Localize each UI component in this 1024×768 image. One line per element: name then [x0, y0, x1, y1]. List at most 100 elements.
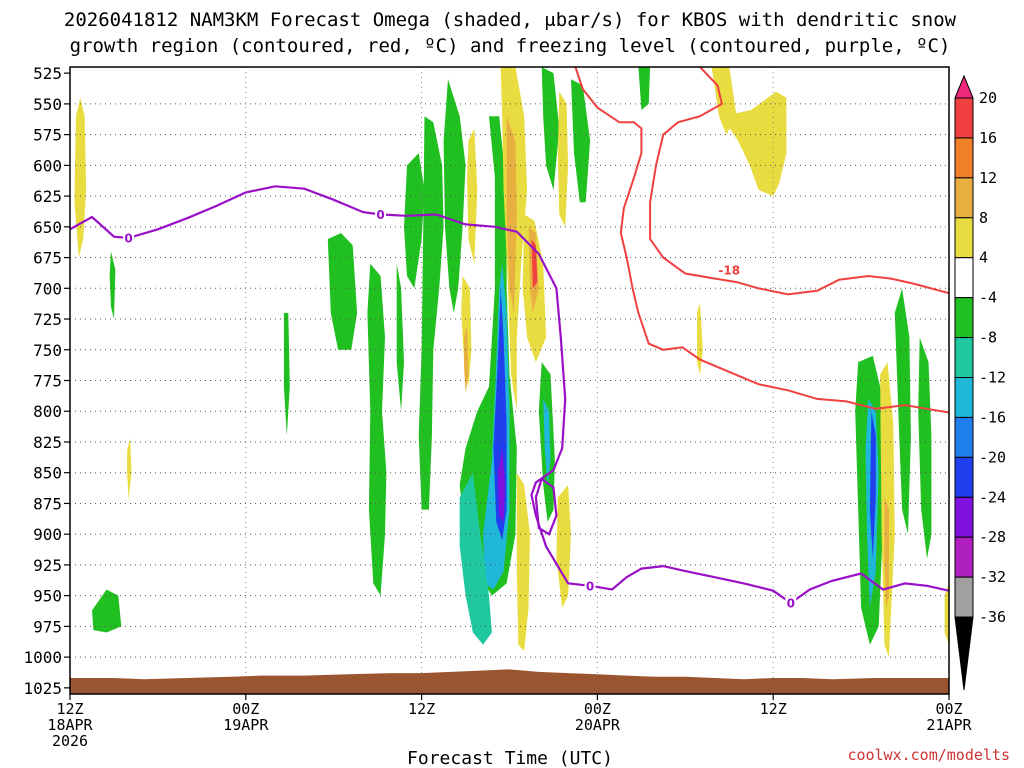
omega-region	[944, 583, 949, 645]
contour-label: -18	[718, 263, 740, 277]
omega-region	[464, 325, 469, 393]
colorbar-label: -12	[979, 369, 1006, 387]
colorbar-label: -24	[979, 488, 1006, 506]
y-tick-label: 800	[33, 402, 62, 421]
colorbar-swatch	[954, 217, 974, 259]
contour-label: 0	[376, 208, 384, 222]
colorbar-swatch	[954, 297, 974, 339]
colorbar-swatch	[954, 377, 974, 418]
y-tick-label: 550	[33, 95, 62, 114]
colorbar-label: 12	[979, 169, 997, 187]
colorbar-swatch	[954, 616, 974, 691]
omega-region	[283, 312, 290, 436]
colorbar-label: 4	[979, 249, 988, 267]
contour-label-bg	[123, 230, 135, 245]
freezing-level-loop	[534, 477, 558, 536]
omega-region	[396, 263, 404, 412]
contour-label: 0	[787, 597, 795, 611]
y-tick-label: 675	[33, 249, 62, 268]
y-tick-label: 525	[33, 64, 62, 83]
colorbar-label: -36	[979, 608, 1006, 626]
omega-region	[497, 448, 506, 522]
y-tick-label: 850	[33, 464, 62, 483]
colorbar-swatch	[954, 576, 974, 618]
x-tick-label: 00Z	[935, 700, 962, 718]
colorbar-label: -4	[979, 289, 997, 307]
colorbar-swatch	[954, 416, 974, 458]
omega-region	[541, 67, 560, 190]
x-tick-label: 18APR	[47, 716, 93, 734]
chart-title-line2: growth region (contoured, red, ºC) and f…	[70, 35, 951, 57]
omega-region	[557, 91, 569, 227]
omega-region	[92, 589, 122, 633]
x-tick-label: 12Z	[408, 700, 435, 718]
y-tick-label: 925	[33, 556, 62, 575]
colorbar-swatch	[954, 137, 974, 179]
contour-label-bg	[716, 262, 742, 277]
dgz-contour-upper	[574, 67, 949, 414]
omega-region	[467, 128, 478, 264]
x-axis-label: Forecast Time (UTC)	[407, 748, 613, 768]
dgz-contour-lower	[649, 67, 949, 296]
omega-region	[506, 116, 517, 313]
omega-region	[459, 472, 492, 645]
x-tick-label: 12Z	[56, 700, 83, 718]
colorbar-swatch	[954, 177, 974, 219]
colorbar-swatch	[954, 97, 974, 139]
contour-label: 0	[124, 231, 132, 245]
colorbar-label: -20	[979, 448, 1006, 466]
omega-region	[127, 438, 132, 500]
y-axis: 525 550 575 600 625 650 675 700 725 750 775 800 825 8…	[23, 64, 70, 698]
x-tick-label: 20APR	[575, 716, 621, 734]
x-tick-label: 00Z	[584, 700, 611, 718]
y-tick-label: 1000	[23, 648, 62, 667]
omega-region	[721, 91, 787, 197]
colorbar-label: 8	[979, 209, 988, 227]
terrain-fill	[70, 669, 949, 694]
omega-region	[543, 398, 551, 485]
freezing-level-contour	[70, 185, 949, 605]
omega-region	[697, 303, 703, 375]
colorbar-label: 16	[979, 129, 997, 147]
omega-region	[109, 251, 116, 319]
omega-region	[894, 288, 911, 535]
y-tick-label: 575	[33, 126, 62, 145]
colorbar-swatch	[954, 456, 974, 498]
chart-title-line1: 2026041812 NAM3KM Forecast Omega (shaded…	[64, 9, 957, 31]
colorbar-label: -32	[979, 568, 1006, 586]
contour-label-bg	[584, 578, 596, 593]
omega-region	[869, 411, 876, 559]
contour-label-bg	[375, 207, 387, 222]
omega-region	[884, 497, 889, 608]
y-tick-label: 775	[33, 372, 62, 391]
y-tick-label: 975	[33, 617, 62, 636]
omega-region	[404, 153, 425, 289]
x-tick-label: 2026	[52, 732, 88, 750]
omega-region	[367, 263, 387, 596]
omega-region	[918, 337, 932, 559]
x-tick-label: 19APR	[223, 716, 269, 734]
colorbar: 20 16 12 8 4 -4 -8 -12 -16 -20 -24 -28 -32 -36	[954, 74, 1006, 691]
colorbar-swatch	[954, 257, 974, 299]
credit-text: coolwx.com/modelts	[847, 746, 1010, 764]
y-tick-label: 1025	[23, 679, 62, 698]
y-tick-label: 900	[33, 525, 62, 544]
x-tick-label: 21APR	[926, 716, 972, 734]
omega-region	[638, 67, 651, 110]
y-tick-label: 750	[33, 341, 62, 360]
x-tick-label: 00Z	[232, 700, 259, 718]
omega-region	[556, 485, 571, 608]
contour-label: 0	[586, 579, 594, 593]
y-tick-label: 950	[33, 587, 62, 606]
omega-region	[443, 79, 466, 313]
colorbar-label: 20	[979, 89, 997, 107]
y-tick-label: 625	[33, 187, 62, 206]
colorbar-swatch	[954, 536, 974, 578]
colorbar-swatch	[954, 337, 974, 379]
omega-region	[327, 233, 358, 350]
y-tick-label: 650	[33, 218, 62, 237]
colorbar-swatch	[954, 496, 974, 538]
contour-label-bg	[785, 596, 797, 611]
